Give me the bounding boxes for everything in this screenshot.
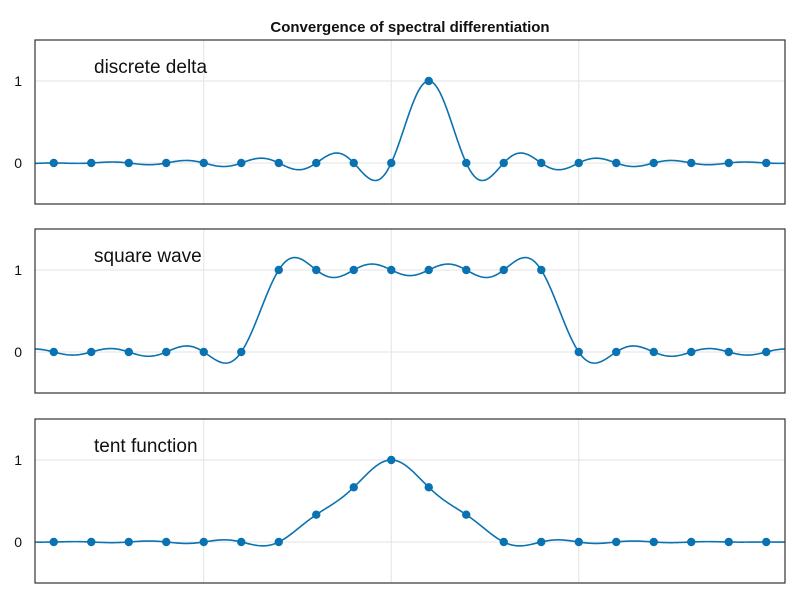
sample-point xyxy=(687,158,696,168)
sample-point xyxy=(349,483,358,492)
sample-point xyxy=(312,158,321,168)
sample-point xyxy=(649,537,658,547)
sample-point xyxy=(49,347,58,357)
sample-point xyxy=(237,347,246,357)
sample-point xyxy=(724,158,733,168)
chart-title: Convergence of spectral differentiation xyxy=(270,19,549,36)
interpolant-line xyxy=(35,256,785,364)
panel-frame xyxy=(34,418,786,584)
y-tick-label: 1 xyxy=(14,452,22,468)
sample-point xyxy=(87,537,96,547)
sample-point xyxy=(199,158,208,168)
sample-point xyxy=(312,265,321,275)
sample-point xyxy=(387,265,396,275)
sample-point xyxy=(162,537,171,547)
sample-point xyxy=(387,455,396,465)
sample-point xyxy=(574,537,583,547)
sample-point xyxy=(199,347,208,357)
sample-point xyxy=(162,347,171,357)
panel-2: 0 1 square wave xyxy=(14,228,786,394)
panel-frame xyxy=(34,39,786,205)
sample-point xyxy=(724,347,733,357)
sample-point xyxy=(349,265,358,275)
sample-point xyxy=(687,347,696,357)
y-tick-label: 1 xyxy=(14,73,22,89)
sample-point xyxy=(537,265,546,275)
sample-point xyxy=(574,347,583,357)
panels: 0 1 discrete delta 0 1 square wave 0 1 tent func… xyxy=(14,39,786,584)
sample-point xyxy=(612,158,621,168)
sample-point xyxy=(649,158,658,168)
sample-point xyxy=(87,158,96,168)
sample-point xyxy=(762,347,771,357)
y-tick-label: 0 xyxy=(14,155,22,171)
sample-point xyxy=(237,537,246,547)
sample-point xyxy=(124,158,133,168)
sample-point xyxy=(124,347,133,357)
sample-point xyxy=(274,537,283,547)
sample-point xyxy=(124,537,133,547)
sample-point xyxy=(612,347,621,357)
sample-point xyxy=(199,537,208,547)
panel-3: 0 1 tent function xyxy=(14,418,786,584)
panel-label: discrete delta xyxy=(94,57,207,78)
y-tick-label: 1 xyxy=(14,262,22,278)
sample-point xyxy=(499,265,508,275)
sample-point xyxy=(612,537,621,547)
sample-point xyxy=(462,265,471,275)
sample-point xyxy=(537,158,546,168)
sample-point xyxy=(424,265,433,275)
panel-frame xyxy=(34,228,786,394)
y-tick-label: 0 xyxy=(14,344,22,360)
sample-point xyxy=(312,510,321,519)
sample-point xyxy=(537,537,546,547)
sample-point xyxy=(49,158,58,168)
interpolant-line xyxy=(35,459,785,547)
sample-point xyxy=(762,158,771,168)
sample-point xyxy=(462,158,471,168)
sample-point xyxy=(687,537,696,547)
sample-point xyxy=(499,537,508,547)
sample-point xyxy=(349,158,358,168)
sample-point xyxy=(87,347,96,357)
sample-point xyxy=(574,158,583,168)
sample-point xyxy=(162,158,171,168)
panel-1: 0 1 discrete delta xyxy=(14,39,786,205)
sample-point xyxy=(424,76,433,86)
sample-point xyxy=(649,347,658,357)
sample-point xyxy=(274,265,283,275)
sample-point xyxy=(724,537,733,547)
interpolant-line xyxy=(35,80,785,182)
sample-point xyxy=(387,158,396,168)
sample-point xyxy=(499,158,508,168)
sample-point xyxy=(762,537,771,547)
sample-point xyxy=(49,537,58,547)
sample-point xyxy=(462,510,471,519)
sample-point xyxy=(424,483,433,492)
y-tick-label: 0 xyxy=(14,534,22,550)
panel-label: tent function xyxy=(94,436,198,457)
panel-label: square wave xyxy=(94,246,202,267)
sample-point xyxy=(274,158,283,168)
sample-point xyxy=(237,158,246,168)
